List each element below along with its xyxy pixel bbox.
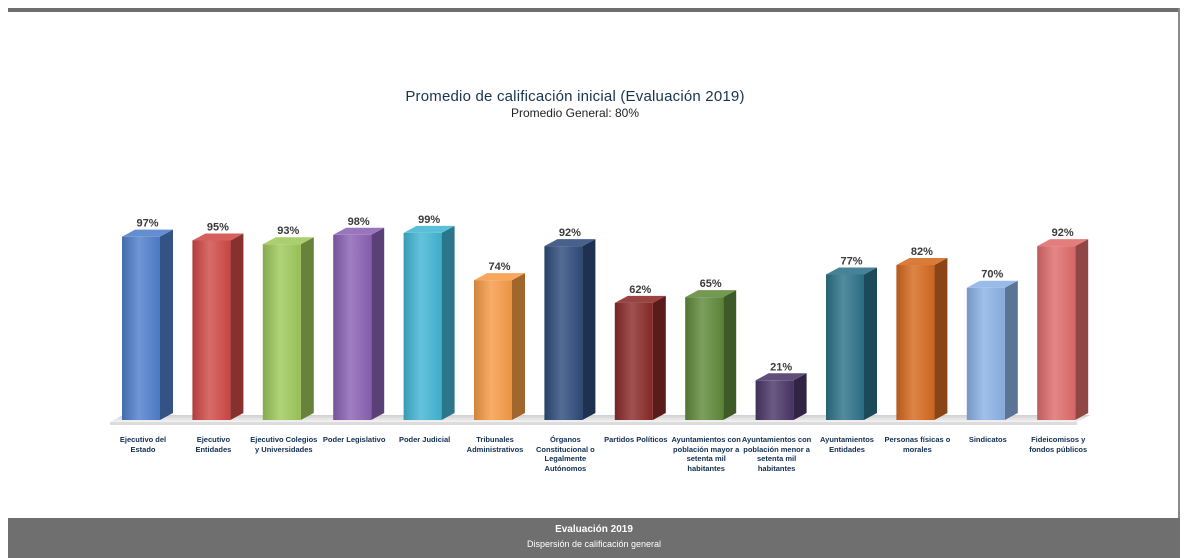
bar-top — [685, 290, 737, 298]
bar-top — [755, 373, 807, 381]
bar — [122, 236, 160, 420]
bar — [896, 265, 935, 420]
chart-title: Promedio de calificación inicial (Evalua… — [405, 88, 745, 105]
bar — [755, 380, 794, 420]
bar-value-label: 98% — [348, 216, 370, 228]
bar-top — [1037, 239, 1089, 247]
bar-side — [441, 225, 455, 420]
bar-value-label: 70% — [981, 269, 1003, 281]
bar — [403, 232, 442, 420]
bar-top — [333, 227, 385, 235]
bar-value-label: 82% — [911, 246, 933, 258]
bar — [826, 274, 864, 420]
bar-value-label: 97% — [136, 218, 158, 230]
bar-top — [966, 280, 1018, 288]
bar-value-label: 62% — [629, 284, 651, 296]
bar-side — [371, 227, 385, 420]
footer-title: Evaluación 2019 — [555, 524, 633, 535]
bar-side — [652, 295, 666, 420]
bar-side — [160, 229, 173, 420]
x-tick-label: Sindicatos — [968, 435, 1007, 444]
x-tick-label: Poder Legislativo — [322, 435, 386, 444]
bar-value-label: 92% — [559, 227, 581, 239]
x-tick-label: Ayuntamientos con población mayor a sete… — [671, 435, 741, 473]
bar — [1037, 246, 1076, 420]
bar — [262, 244, 301, 420]
bar-side — [1004, 280, 1018, 420]
right-border — [1178, 8, 1180, 528]
x-tick-label: Fideicomisos y fondos públicos — [1029, 435, 1088, 454]
bar-side — [230, 233, 244, 420]
bar-top — [262, 237, 314, 245]
x-tick-label: Partidos Políticos — [604, 435, 668, 444]
bar-value-label: 95% — [207, 221, 229, 233]
bar-side — [864, 267, 877, 420]
bar-top — [896, 258, 948, 266]
bar-side — [582, 239, 596, 420]
bar-value-label: 92% — [1052, 227, 1074, 239]
bar — [544, 246, 583, 420]
bar-top — [544, 239, 596, 247]
bar-value-label: 21% — [770, 361, 792, 373]
slide-footer: Evaluación 2019 Dispersión de calificaci… — [8, 518, 1180, 558]
top-bar — [8, 8, 1180, 12]
bar — [614, 302, 653, 420]
footer-subtitle: Dispersión de calificación general — [526, 539, 662, 549]
bar-top — [192, 233, 244, 241]
x-tick-label: Ayuntamientos con población menor a sete… — [741, 435, 812, 473]
bar — [192, 240, 231, 420]
bar-side — [934, 258, 948, 420]
x-tick-label: Poder Judicial — [398, 435, 451, 444]
x-tick-label: Ayuntamientos Entidades — [820, 435, 874, 454]
chart-floor-edge — [110, 422, 1078, 425]
bar-value-label: 74% — [488, 261, 510, 273]
bar-side — [723, 290, 737, 420]
bar-top — [614, 295, 666, 303]
x-tick-label: Personas físicas o morales — [884, 435, 951, 454]
bar-top — [826, 267, 877, 275]
bar-side — [793, 373, 807, 420]
x-tick-label: Ejecutivo del Estado — [119, 435, 167, 454]
bar-side — [1075, 239, 1089, 420]
x-tick-label: Ejecutivo Colegios y Universidades — [250, 435, 318, 454]
x-tick-label: Órganos Constitucional o Legalmente Autó… — [536, 435, 595, 473]
bar-top — [403, 225, 455, 233]
bar-top — [474, 273, 525, 281]
x-tick-label: Ejecutivo Entidades — [195, 435, 232, 454]
bar-value-label: 93% — [277, 225, 299, 237]
bar — [966, 287, 1005, 420]
bar-value-label: 77% — [840, 255, 862, 267]
bar — [685, 297, 724, 420]
chart-title-block: Promedio de calificación inicial (Evalua… — [0, 88, 1150, 120]
chart-floor — [110, 415, 1091, 422]
chart-subtitle: Promedio General: 80% — [510, 106, 640, 120]
bar-side — [300, 237, 314, 420]
x-tick-label: Tribunales Administrativos — [466, 435, 524, 454]
bar-value-label: 99% — [418, 214, 440, 226]
bar-side — [512, 273, 525, 420]
bar-value-label: 65% — [700, 278, 722, 290]
bar-top — [122, 229, 173, 237]
bar — [474, 280, 512, 420]
bar — [333, 234, 372, 420]
